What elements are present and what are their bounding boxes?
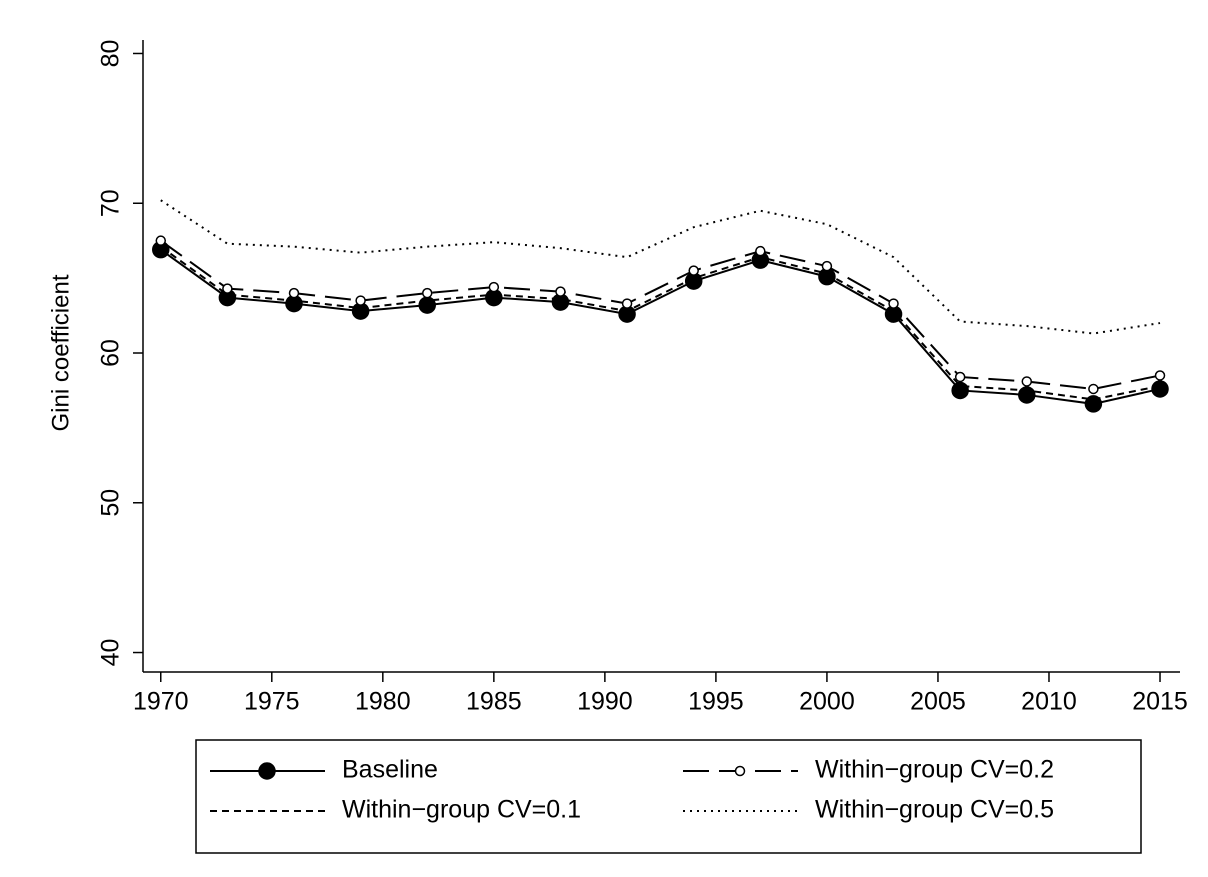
series-line — [160, 245, 1161, 401]
point-marker — [555, 286, 566, 297]
x-tick-label: 1970 — [133, 688, 189, 716]
point-marker — [488, 281, 500, 293]
x-tick-label: 1990 — [577, 688, 633, 716]
point-marker — [688, 265, 699, 276]
point-marker — [821, 260, 833, 272]
x-tick-label: 1995 — [688, 688, 744, 716]
point-marker — [954, 371, 966, 383]
y-tick-label: 50 — [97, 489, 125, 517]
legend-label: Within−group CV=0.5 — [815, 796, 1054, 824]
point-marker — [288, 287, 300, 299]
point-marker — [355, 295, 366, 306]
x-tick-label: 2015 — [1132, 688, 1188, 716]
point-marker — [421, 287, 433, 299]
x-tick-label: 2000 — [799, 688, 855, 716]
point-marker — [155, 235, 167, 246]
point-marker — [222, 283, 233, 294]
series-line — [160, 239, 1161, 390]
legend-box — [195, 739, 1142, 854]
x-tick-label: 2005 — [910, 688, 966, 716]
y-tick-label: 70 — [97, 189, 125, 217]
point-marker — [1154, 370, 1166, 381]
point-marker — [1088, 383, 1099, 395]
legend-label: Within−group CV=0.1 — [342, 796, 581, 824]
x-tick-label: 1975 — [244, 688, 300, 716]
point-marker — [1084, 395, 1103, 413]
point-marker — [621, 298, 633, 309]
legend-marker — [258, 762, 276, 780]
series-line — [160, 248, 1161, 405]
y-tick-label: 40 — [97, 639, 125, 667]
x-tick-label: 2010 — [1021, 688, 1077, 716]
legend-marker — [734, 765, 746, 777]
series-line — [160, 199, 1161, 335]
x-tick-label: 1980 — [355, 688, 411, 716]
legend-label: Baseline — [342, 756, 438, 784]
point-marker — [1151, 380, 1169, 398]
point-marker — [755, 245, 766, 257]
x-tick-label: 1985 — [466, 688, 522, 716]
y-axis-label: Gini coefficient — [47, 274, 74, 431]
point-marker — [888, 298, 899, 309]
point-marker — [1021, 376, 1033, 387]
y-tick-label: 80 — [97, 40, 125, 68]
point-marker — [1018, 386, 1036, 404]
legend-label: Within−group CV=0.2 — [815, 756, 1054, 784]
point-marker — [951, 381, 969, 400]
y-tick-label: 60 — [97, 339, 125, 367]
